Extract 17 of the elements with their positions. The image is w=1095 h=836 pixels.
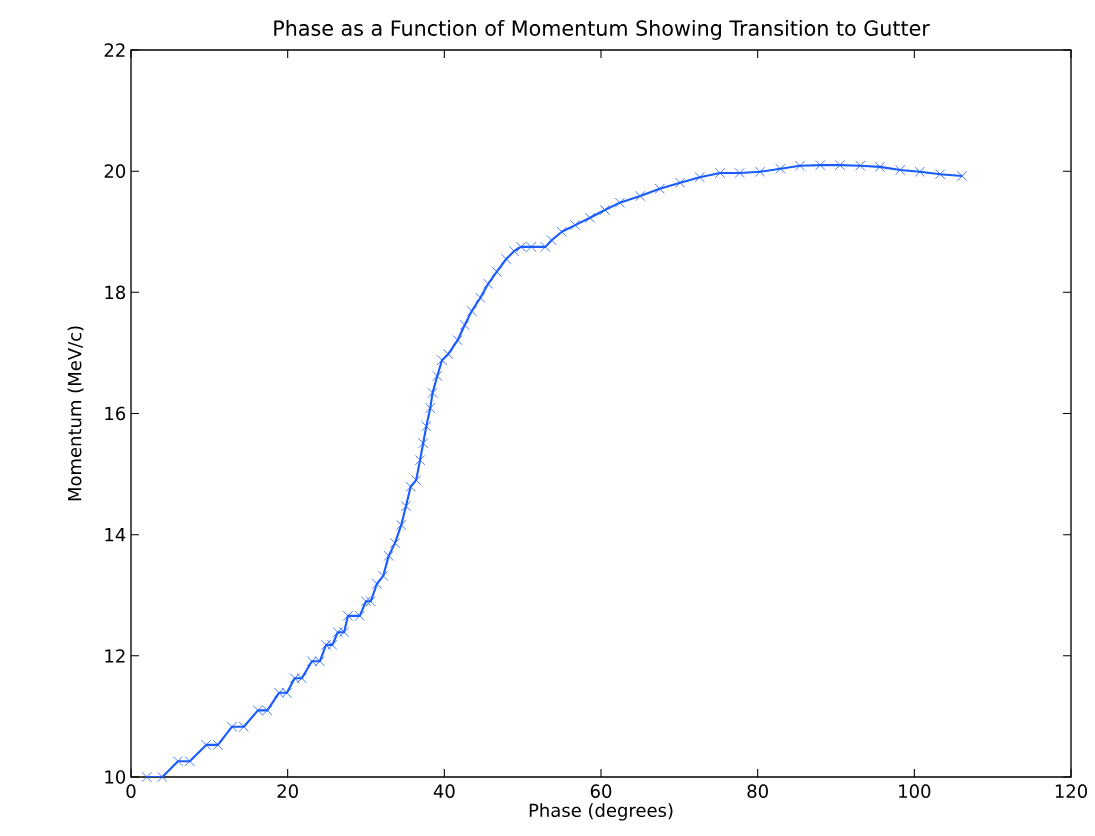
x-tick-label: 0: [126, 784, 136, 798]
x-tick-label: 80: [747, 784, 768, 798]
x-tick-label: 60: [590, 784, 612, 798]
x-tick-label: 40: [433, 784, 455, 798]
chart-title: Phase as a Function of Momentum Showing Transition to Gutter: [274, 19, 930, 40]
y-tick-label: 18: [105, 285, 126, 300]
y-axis-title: Momentum (MeV/c): [67, 326, 84, 501]
x-tick-label: 100: [899, 784, 931, 798]
y-tick-label: 22: [104, 43, 125, 57]
x-tick-label: 20: [277, 784, 298, 798]
y-tick-label: 16: [105, 406, 126, 421]
y-tick-label: 20: [104, 164, 126, 178]
y-tick-label: 12: [105, 649, 125, 663]
x-axis-title: Phase (degrees): [529, 803, 673, 821]
x-tick-label: 120: [1055, 784, 1087, 798]
y-tick-label: 10: [105, 770, 126, 784]
y-tick-label: 14: [105, 528, 126, 542]
